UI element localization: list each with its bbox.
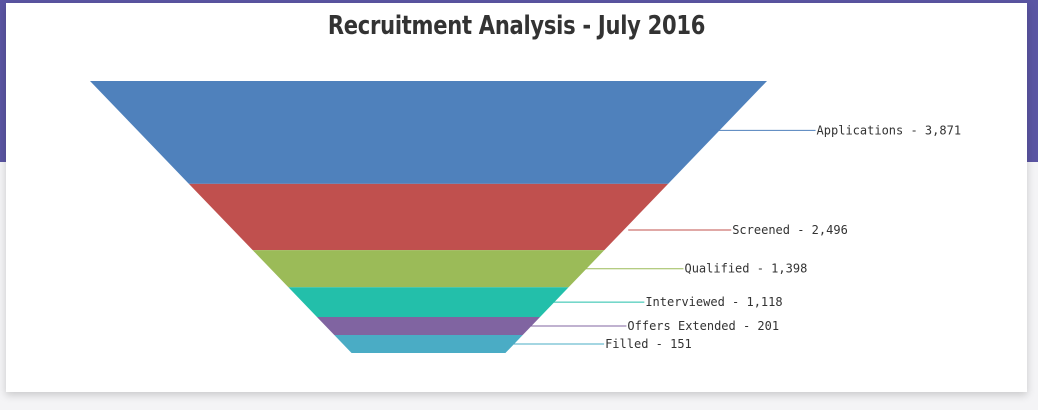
funnel-segment-offers-extended[interactable]: [316, 317, 541, 335]
chart-title: Recruitment Analysis - July 2016: [327, 11, 706, 41]
data-label: Interviewed - 1,118: [645, 295, 782, 309]
data-label: Filled - 151: [605, 337, 692, 351]
funnel-chart: Applications - 3,871 Screened - 2,496 Qual…: [90, 81, 962, 353]
funnel-segment-interviewed[interactable]: [288, 287, 569, 317]
data-label: Applications - 3,871: [817, 123, 962, 137]
funnel-segment-applications[interactable]: [90, 81, 767, 184]
funnel-segment-qualified[interactable]: [252, 250, 605, 288]
funnel-segment-filled[interactable]: [334, 335, 523, 353]
data-label: Offers Extended - 201: [627, 319, 779, 333]
data-label: Qualified - 1,398: [684, 262, 807, 276]
data-label: Screened - 2,496: [732, 223, 848, 237]
chart-card: Recruitment Analysis - July 2016 Applica…: [6, 3, 1027, 392]
funnel-segment-screened[interactable]: [188, 183, 669, 251]
